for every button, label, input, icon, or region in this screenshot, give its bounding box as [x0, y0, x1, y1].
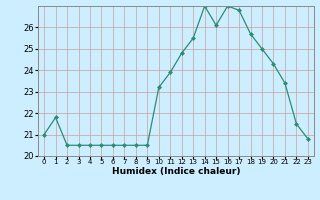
- X-axis label: Humidex (Indice chaleur): Humidex (Indice chaleur): [112, 167, 240, 176]
